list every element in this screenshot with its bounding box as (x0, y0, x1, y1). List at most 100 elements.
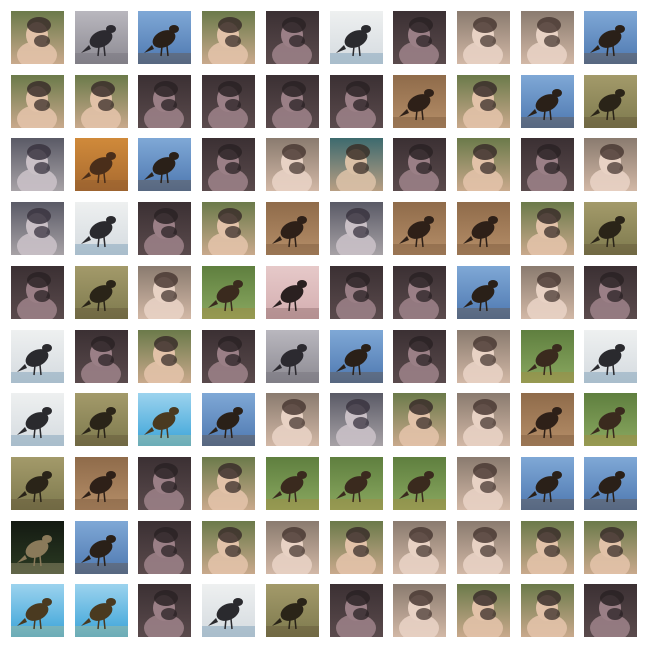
thumbnail-bird-blue (456, 265, 510, 319)
thumbnail-portrait-dark (138, 584, 192, 638)
thumbnail-bird-brown (74, 456, 128, 510)
thumbnail-bird-green (329, 456, 383, 510)
image-grid (11, 11, 638, 638)
thumbnail-portrait-dark (138, 456, 192, 510)
thumbnail-portrait-green (138, 329, 192, 383)
thumbnail-portrait-teal (329, 138, 383, 192)
thumbnail-portrait-light (456, 393, 510, 447)
thumbnail-portrait-green (11, 11, 64, 64)
thumbnail-bird-white (584, 329, 638, 383)
thumbnail-portrait-green (202, 202, 256, 256)
thumbnail-bird-dark (11, 520, 64, 574)
thumbnail-portrait-gray (329, 202, 383, 256)
thumbnail-portrait-light (520, 265, 574, 319)
thumbnail-portrait-green (202, 11, 256, 64)
thumbnail-bird-olive (11, 456, 64, 510)
thumbnail-portrait-gray (329, 393, 383, 447)
thumbnail-portrait-dark (265, 74, 319, 128)
thumbnail-portrait-light (456, 520, 510, 574)
thumbnail-portrait-dark (584, 584, 638, 638)
thumbnail-portrait-green (456, 74, 510, 128)
thumbnail-bird-gray (74, 11, 128, 64)
thumbnail-bird-brown (265, 202, 319, 256)
thumbnail-portrait-dark (138, 202, 192, 256)
thumbnail-portrait-light (456, 329, 510, 383)
thumbnail-portrait-light (265, 138, 319, 192)
thumbnail-portrait-green (11, 74, 64, 128)
thumbnail-portrait-green (520, 520, 574, 574)
thumbnail-portrait-dark (329, 584, 383, 638)
thumbnail-portrait-light (265, 520, 319, 574)
thumbnail-bird-brown (520, 393, 574, 447)
thumbnail-portrait-dark (202, 74, 256, 128)
thumbnail-bird-olive (74, 393, 128, 447)
thumbnail-bird-olive (584, 74, 638, 128)
thumbnail-portrait-dark (329, 265, 383, 319)
thumbnail-bird-brown (393, 202, 447, 256)
thumbnail-bird-blue (202, 393, 256, 447)
thumbnail-portrait-light (393, 520, 447, 574)
thumbnail-portrait-dark (393, 138, 447, 192)
thumbnail-portrait-dark (202, 138, 256, 192)
thumbnail-portrait-green (393, 393, 447, 447)
thumbnail-portrait-green (202, 520, 256, 574)
thumbnail-portrait-dark (329, 74, 383, 128)
thumbnail-portrait-dark (393, 265, 447, 319)
thumbnail-bird-brown (456, 202, 510, 256)
thumbnail-portrait-dark (138, 74, 192, 128)
thumbnail-portrait-green (456, 584, 510, 638)
thumbnail-bird-sky (11, 584, 64, 638)
thumbnail-portrait-dark (138, 520, 192, 574)
thumbnail-bird-white (74, 202, 128, 256)
thumbnail-bird-green (265, 456, 319, 510)
thumbnail-portrait-light (393, 584, 447, 638)
thumbnail-bird-sky (138, 393, 192, 447)
thumbnail-bird-olive (584, 202, 638, 256)
thumbnail-bird-brown (393, 74, 447, 128)
thumbnail-bird-white (11, 329, 64, 383)
thumbnail-portrait-green (74, 74, 128, 128)
thumbnail-portrait-dark (584, 265, 638, 319)
thumbnail-portrait-light (456, 456, 510, 510)
thumbnail-bird-blue (520, 456, 574, 510)
thumbnail-bird-sky (74, 584, 128, 638)
thumbnail-portrait-dark (265, 11, 319, 64)
thumbnail-portrait-gray (11, 202, 64, 256)
thumbnail-portrait-green (584, 520, 638, 574)
thumbnail-bird-olive (265, 584, 319, 638)
thumbnail-bird-blue (520, 74, 574, 128)
thumbnail-portrait-green (520, 584, 574, 638)
thumbnail-bird-green (584, 393, 638, 447)
thumbnail-bird-blue (138, 138, 192, 192)
thumbnail-bird-white (329, 11, 383, 64)
thumbnail-bird-gray (265, 329, 319, 383)
thumbnail-bird-green (393, 456, 447, 510)
thumbnail-bird-pink (265, 265, 319, 319)
thumbnail-portrait-light (456, 11, 510, 64)
thumbnail-bird-blue (138, 11, 192, 64)
thumbnail-bird-blue (74, 520, 128, 574)
thumbnail-bird-green (520, 329, 574, 383)
thumbnail-portrait-green (520, 202, 574, 256)
thumbnail-portrait-dark (11, 265, 64, 319)
thumbnail-portrait-dark (393, 11, 447, 64)
thumbnail-portrait-dark (520, 138, 574, 192)
thumbnail-portrait-green (456, 138, 510, 192)
thumbnail-bird-blue (584, 11, 638, 64)
thumbnail-portrait-light (520, 11, 574, 64)
thumbnail-portrait-light (138, 265, 192, 319)
thumbnail-portrait-light (584, 138, 638, 192)
thumbnail-bird-white (202, 584, 256, 638)
thumbnail-portrait-green (329, 520, 383, 574)
thumbnail-portrait-light (265, 393, 319, 447)
thumbnail-portrait-green (202, 456, 256, 510)
thumbnail-bird-blue (329, 329, 383, 383)
thumbnail-portrait-dark (393, 329, 447, 383)
thumbnail-portrait-dark (202, 329, 256, 383)
thumbnail-bird-green (202, 265, 256, 319)
thumbnail-portrait-dark (74, 329, 128, 383)
thumbnail-bird-blue (584, 456, 638, 510)
thumbnail-portrait-gray (11, 138, 64, 192)
thumbnail-bird-olive (74, 265, 128, 319)
